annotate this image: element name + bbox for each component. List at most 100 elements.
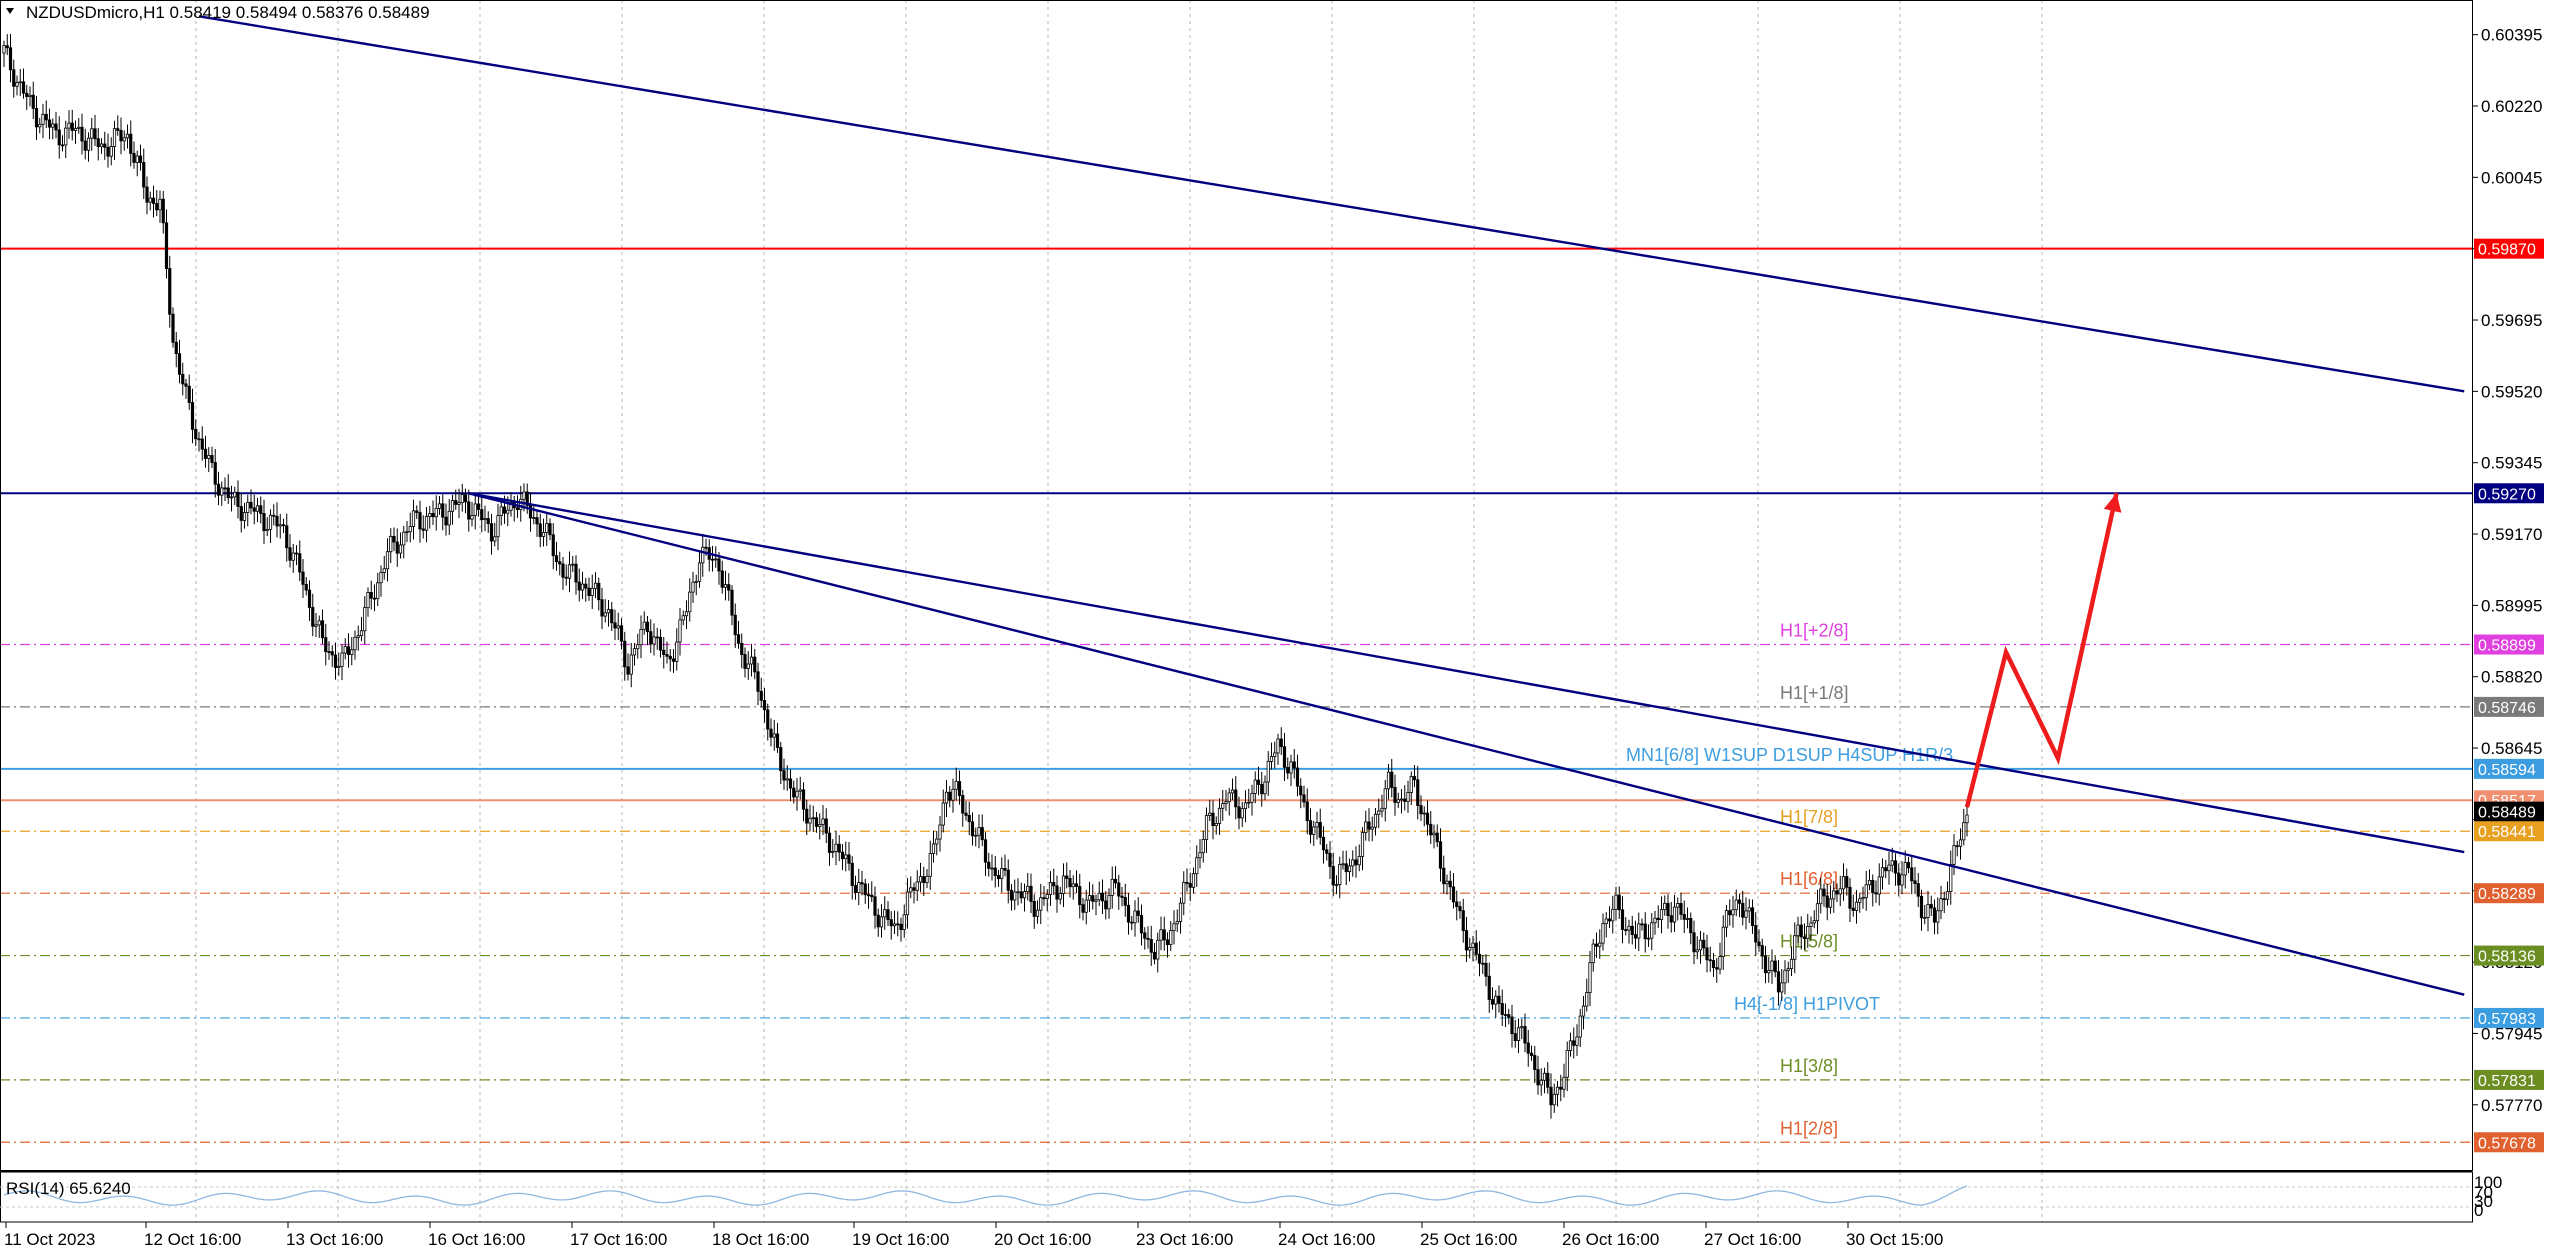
- candle: [616, 612, 620, 641]
- candle: [301, 559, 305, 599]
- candle: [1432, 824, 1436, 849]
- x-tick-label: 12 Oct 16:00: [144, 1230, 241, 1249]
- svg-text:0.58899: 0.58899: [2478, 638, 2536, 655]
- candle: [1425, 800, 1430, 836]
- candle: [1692, 920, 1696, 965]
- x-tick-label: 24 Oct 16:00: [1278, 1230, 1375, 1249]
- candle: [122, 130, 126, 151]
- candle: [1448, 870, 1452, 900]
- candle: [5, 34, 9, 56]
- candle: [818, 813, 822, 840]
- collapse-triangle-icon[interactable]: [6, 8, 14, 14]
- price-tag: 0.57678: [2474, 1132, 2544, 1153]
- candle: [265, 517, 269, 537]
- candle: [1013, 879, 1017, 910]
- level-label: H1[3/8]: [1780, 1056, 1838, 1076]
- candle: [730, 585, 734, 626]
- candle: [1126, 892, 1131, 935]
- price-tag: 0.58289: [2474, 883, 2544, 904]
- candle: [1328, 841, 1332, 880]
- candle: [1240, 801, 1244, 828]
- candle: [1383, 779, 1387, 822]
- price-tags: 0.598700.592700.588990.587460.585940.585…: [2474, 238, 2544, 1153]
- candle: [1874, 880, 1878, 903]
- svg-text:0.57831: 0.57831: [2478, 1073, 2536, 1090]
- candle: [190, 388, 195, 444]
- candle: [285, 513, 289, 562]
- candle: [1549, 1073, 1553, 1119]
- candle: [307, 580, 312, 621]
- candle: [554, 541, 559, 571]
- candle: [1533, 1045, 1537, 1084]
- candle: [171, 307, 175, 348]
- y-tick-label: 0.58995: [2481, 596, 2542, 615]
- candle: [1669, 902, 1673, 933]
- candle: [1451, 873, 1456, 909]
- candle: [1380, 794, 1384, 818]
- candle: [1065, 862, 1069, 889]
- candle: [1750, 899, 1755, 934]
- candle: [1198, 839, 1202, 869]
- candle: [1698, 930, 1703, 964]
- candle: [1552, 1083, 1556, 1113]
- candle: [1139, 904, 1144, 946]
- candle: [1536, 1055, 1540, 1095]
- candle: [1637, 912, 1641, 952]
- candle: [1796, 916, 1800, 943]
- candle: [1718, 942, 1722, 975]
- candle: [597, 577, 601, 611]
- candle: [756, 662, 760, 706]
- candle: [658, 629, 663, 658]
- candle: [1695, 936, 1699, 960]
- candle: [811, 805, 815, 833]
- candle: [1526, 1029, 1530, 1067]
- candle: [717, 552, 721, 585]
- candle: [866, 883, 871, 909]
- candle: [155, 190, 159, 217]
- candle: [993, 855, 997, 888]
- candle: [90, 117, 94, 151]
- candle: [236, 480, 240, 519]
- candle: [1052, 868, 1056, 896]
- rsi-tick-label: 30: [2474, 1192, 2493, 1211]
- candle: [259, 496, 263, 524]
- candle: [142, 148, 146, 200]
- candle: [740, 633, 744, 669]
- candle: [1325, 844, 1329, 861]
- candle: [665, 641, 669, 664]
- time-axis[interactable]: 11 Oct 2023 12 Oct 16:00 13 Oct 16:00 16 Oc…: [4, 1222, 1943, 1249]
- candle: [1767, 956, 1771, 983]
- candle: [138, 144, 143, 171]
- candle: [281, 518, 286, 534]
- candle: [662, 636, 666, 669]
- candle: [964, 801, 968, 821]
- candle: [925, 869, 929, 889]
- candle: [1627, 919, 1631, 944]
- candle: [1165, 932, 1170, 958]
- candle: [1360, 826, 1365, 871]
- y-tick-label: 0.59695: [2481, 311, 2542, 330]
- chart-grid: [195, 0, 2043, 1222]
- candle: [132, 141, 136, 169]
- candle: [158, 190, 162, 223]
- trendlines[interactable]: [198, 15, 2465, 996]
- candle: [1286, 757, 1290, 780]
- candle: [294, 545, 299, 566]
- candle: [2, 40, 6, 67]
- candle: [1416, 765, 1420, 820]
- candle: [1156, 932, 1160, 973]
- candle: [145, 176, 149, 215]
- candle: [951, 778, 955, 813]
- x-tick-label: 11 Oct 2023: [4, 1230, 95, 1249]
- candle: [298, 540, 302, 582]
- candle: [1386, 763, 1391, 800]
- candle: [850, 856, 854, 900]
- x-tick-label: 25 Oct 16:00: [1420, 1230, 1517, 1249]
- candle: [395, 528, 399, 567]
- candle: [434, 495, 438, 531]
- x-tick-label: 16 Oct 16:00: [428, 1230, 525, 1249]
- candle: [1640, 918, 1644, 931]
- candle: [759, 677, 763, 708]
